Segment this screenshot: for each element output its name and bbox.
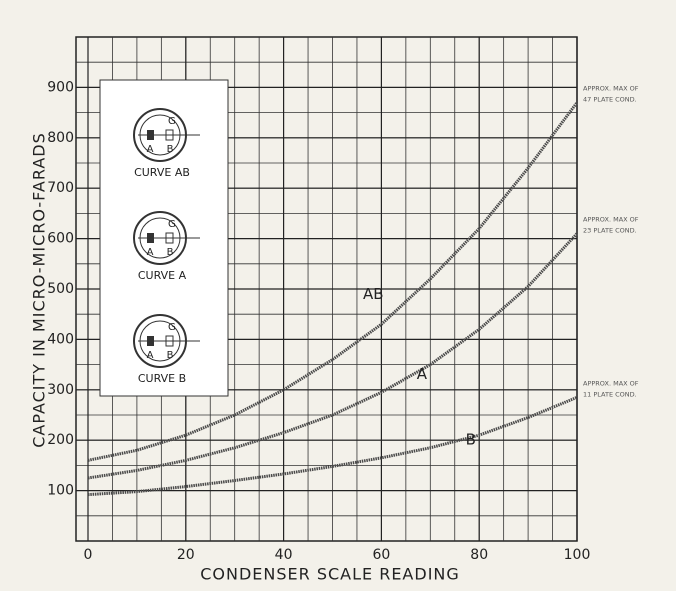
annotation: APPROX. MAX OF	[583, 379, 639, 387]
curve-label: A	[417, 365, 428, 383]
pin-label: A	[147, 144, 154, 155]
y-tick-label: 100	[47, 483, 74, 499]
y-tick-label: 300	[47, 382, 74, 398]
x-tick-label: 0	[84, 547, 93, 563]
inset-caption: CURVE B	[138, 372, 186, 385]
x-axis-label: CONDENSER SCALE READING	[200, 565, 460, 584]
pin-label: B	[167, 144, 174, 155]
pin-label: G	[168, 116, 176, 127]
pin-label: G	[168, 219, 176, 230]
y-tick-label: 200	[47, 432, 74, 448]
curve-label: AB	[363, 285, 384, 303]
y-tick-label: 400	[47, 331, 74, 347]
annotation: APPROX. MAX OF	[583, 216, 639, 224]
inset-caption: CURVE A	[138, 269, 187, 282]
annotation: 23 PLATE COND.	[583, 227, 637, 235]
annotation: APPROX. MAX OF	[583, 85, 639, 93]
y-tick-label: 500	[47, 281, 74, 297]
annotation: 11 PLATE COND.	[583, 390, 637, 398]
pin-label: B	[167, 350, 174, 361]
x-tick-label: 40	[275, 547, 293, 563]
curve	[87, 101, 579, 462]
curve	[87, 395, 578, 497]
curve	[87, 232, 579, 480]
y-tick-label: 800	[47, 130, 74, 146]
annotation: 47 PLATE COND.	[583, 96, 637, 104]
x-tick-label: 80	[470, 547, 488, 563]
curve-label: B	[466, 430, 476, 448]
pin-label: A	[147, 247, 154, 258]
y-tick-label: 700	[47, 180, 74, 196]
x-tick-label: 20	[177, 547, 195, 563]
x-tick-label: 100	[564, 547, 591, 563]
inset-caption: CURVE AB	[134, 166, 190, 179]
pin-label: B	[167, 247, 174, 258]
pin-label: G	[168, 322, 176, 333]
x-tick-label: 60	[372, 547, 390, 563]
y-tick-label: 600	[47, 231, 74, 247]
pin-label: A	[147, 350, 154, 361]
y-tick-label: 900	[47, 79, 74, 95]
y-axis-label: CAPACITY IN MICRO-MICRO-FARADS	[30, 132, 49, 448]
